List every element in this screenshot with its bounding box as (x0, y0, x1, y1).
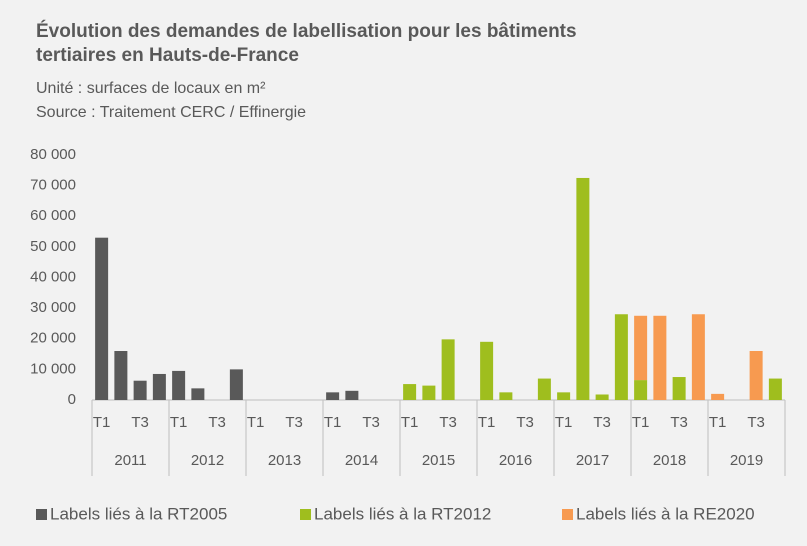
x-tick-label: T3 (131, 414, 149, 431)
y-tick-label: 20 000 (30, 330, 76, 347)
bar (229, 369, 243, 400)
x-tick-label: T1 (93, 414, 111, 431)
x-tick-label: T1 (247, 414, 265, 431)
bar (152, 373, 166, 400)
bar (691, 314, 705, 400)
bar (537, 378, 551, 400)
bar (672, 377, 686, 400)
legend-swatch (562, 509, 573, 520)
legend-swatch (36, 509, 47, 520)
x-tick-label: T3 (208, 414, 226, 431)
group-label: 2011 (114, 452, 146, 469)
bar (114, 351, 128, 400)
bar (172, 370, 186, 400)
bar (133, 380, 147, 400)
x-tick-label: T3 (362, 414, 380, 431)
title-line: Évolution des demandes de labellisation … (36, 20, 577, 42)
bar (403, 384, 417, 400)
bar (653, 315, 667, 400)
y-tick-label: 40 000 (30, 268, 76, 285)
x-tick-label: T3 (516, 414, 534, 431)
chart-title: Évolution des demandes de labellisation … (36, 20, 577, 66)
bar (557, 392, 571, 400)
legend-label: Labels liés à la RE2020 (576, 504, 755, 523)
x-tick-label: T1 (478, 414, 496, 431)
x-tick-label: T3 (285, 414, 303, 431)
group-label: 2013 (268, 452, 301, 469)
bar (576, 177, 590, 400)
x-tick-label: T1 (709, 414, 727, 431)
group-label: 2014 (345, 452, 378, 469)
bar (711, 393, 725, 400)
group-label: 2016 (499, 452, 532, 469)
bar (634, 315, 648, 381)
y-tick-label: 50 000 (30, 238, 76, 255)
bar (634, 380, 648, 400)
title-line: tertiaires en Hauts-de-France (36, 45, 299, 66)
x-tick-label: T1 (170, 414, 188, 431)
group-label: 2017 (576, 452, 609, 469)
x-tick-label: T1 (401, 414, 419, 431)
legend-label: Labels liés à la RT2012 (314, 504, 491, 523)
x-tick-label: T1 (555, 414, 573, 431)
x-tick-label: T3 (593, 414, 611, 431)
bar (345, 390, 359, 400)
y-tick-label: 10 000 (30, 360, 76, 377)
subtitle: Unité : surfaces de locaux en m² (36, 80, 266, 97)
bar (749, 351, 763, 400)
y-tick-label: 80 000 (30, 146, 76, 163)
x-tick-label: T3 (439, 414, 457, 431)
bar (441, 339, 455, 400)
group-label: 2012 (191, 452, 224, 469)
legend-swatch (300, 509, 311, 520)
legend-label: Labels liés à la RT2005 (50, 504, 227, 523)
bar (768, 378, 782, 400)
bar (595, 394, 609, 400)
source: Source : Traitement CERC / Effinergie (36, 104, 306, 121)
y-tick-label: 60 000 (30, 207, 76, 224)
bar (422, 385, 436, 400)
x-tick-label: T1 (632, 414, 650, 431)
bar (95, 237, 109, 400)
bar (614, 314, 628, 400)
y-tick-label: 70 000 (30, 177, 76, 194)
y-tick-label: 0 (68, 391, 76, 408)
bar (480, 341, 494, 400)
bar (191, 388, 205, 400)
bar (499, 392, 513, 400)
group-label: 2018 (653, 452, 686, 469)
x-tick-label: T3 (747, 414, 765, 431)
group-label: 2015 (422, 452, 455, 469)
y-tick-label: 30 000 (30, 299, 76, 316)
x-tick-label: T1 (324, 414, 342, 431)
x-tick-label: T3 (670, 414, 688, 431)
group-label: 2019 (730, 452, 763, 469)
bar (326, 392, 340, 400)
